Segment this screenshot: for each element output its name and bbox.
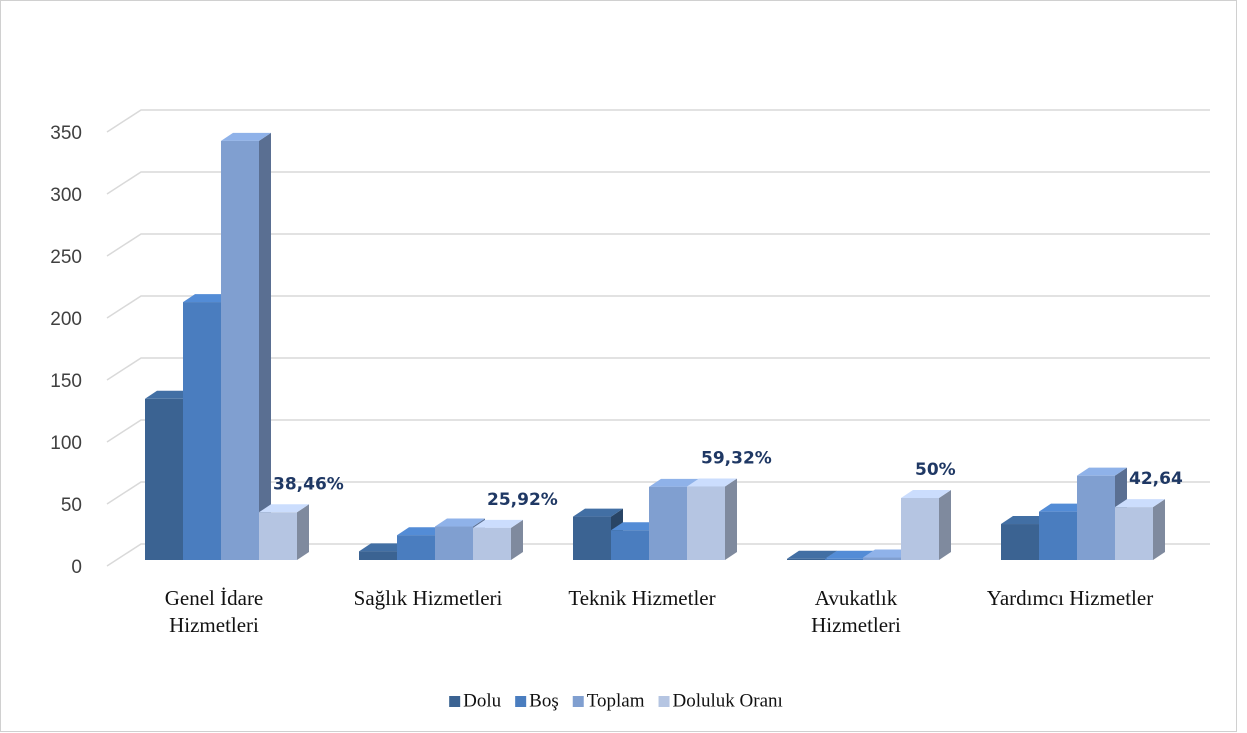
y-tick-label: 150 bbox=[50, 371, 82, 392]
bar-top bbox=[573, 508, 623, 517]
bar-3d bbox=[473, 519, 523, 560]
bar bbox=[435, 526, 473, 560]
bar-top bbox=[1039, 503, 1089, 512]
bar-top bbox=[863, 549, 913, 558]
bar-3d bbox=[259, 504, 309, 560]
bar-top bbox=[473, 519, 523, 528]
value-label: 50% bbox=[915, 460, 956, 480]
bar bbox=[687, 486, 725, 560]
bar bbox=[863, 557, 901, 560]
y-tick-label: 50 bbox=[61, 495, 82, 516]
bar-top bbox=[1077, 467, 1127, 476]
y-tick-label: 0 bbox=[71, 557, 82, 578]
value-label: 25,92% bbox=[487, 490, 558, 510]
bar-top bbox=[649, 478, 699, 487]
bar bbox=[649, 486, 687, 560]
bar-side bbox=[725, 478, 737, 560]
legend-swatch bbox=[449, 696, 461, 707]
bar-top bbox=[145, 390, 195, 399]
bar bbox=[145, 398, 183, 560]
legend-swatch bbox=[572, 696, 584, 707]
bar-top bbox=[1001, 516, 1051, 525]
bar bbox=[1077, 475, 1115, 560]
legend-label: Boş bbox=[529, 690, 559, 711]
y-tick-label: 250 bbox=[50, 247, 82, 268]
bar-top bbox=[687, 478, 737, 487]
bar bbox=[787, 558, 825, 560]
bar-side bbox=[259, 132, 271, 560]
bar bbox=[1001, 524, 1039, 560]
bar bbox=[901, 498, 939, 560]
y-tick-label: 350 bbox=[50, 123, 82, 144]
grid-line bbox=[106, 357, 1210, 381]
y-tick-label: 300 bbox=[50, 185, 82, 206]
bar-side bbox=[297, 504, 309, 560]
bar bbox=[359, 551, 397, 560]
grid-line bbox=[106, 109, 1210, 133]
grid-line bbox=[106, 295, 1210, 319]
value-label: 59,32% bbox=[701, 448, 772, 468]
grid-line bbox=[106, 233, 1210, 257]
x-tick-label: Sağlık Hizmetleri bbox=[353, 586, 503, 610]
bar-top bbox=[183, 294, 233, 303]
bar-top bbox=[435, 518, 485, 527]
bar bbox=[183, 302, 221, 560]
bar-3d bbox=[1115, 499, 1165, 560]
legend-swatch bbox=[658, 696, 670, 707]
bar-top bbox=[901, 490, 951, 498]
bar bbox=[611, 530, 649, 560]
bar-side bbox=[511, 519, 523, 560]
y-tick-label: 200 bbox=[50, 309, 82, 330]
bar-side bbox=[939, 490, 951, 560]
bar bbox=[825, 558, 863, 560]
grid-line bbox=[106, 171, 1210, 195]
bar bbox=[473, 527, 511, 560]
x-tick-label: Yardımcı Hizmetler bbox=[986, 586, 1154, 610]
bar bbox=[259, 512, 297, 560]
grid-line bbox=[106, 543, 1210, 567]
bar-3d bbox=[901, 490, 951, 560]
legend-label: Doluluk Oranı bbox=[673, 690, 783, 711]
x-tick-label: Avukatlık Hizmetleri bbox=[811, 586, 901, 637]
bar-top bbox=[611, 522, 661, 531]
bar-3d bbox=[573, 508, 623, 560]
legend-swatch bbox=[515, 696, 527, 707]
x-tick-label: Teknik Hizmetler bbox=[568, 586, 716, 610]
bar-top bbox=[221, 132, 271, 141]
bar-side bbox=[1153, 499, 1165, 560]
y-tick-label: 100 bbox=[50, 433, 82, 454]
bar-3d bbox=[221, 132, 271, 560]
bar-top bbox=[787, 550, 837, 559]
bar-top bbox=[397, 527, 447, 536]
legend-label: Dolu bbox=[463, 690, 502, 711]
bar bbox=[221, 140, 259, 560]
bar bbox=[1115, 507, 1153, 560]
bar bbox=[573, 516, 611, 560]
x-tick-label: Genel İdare Hizmetleri bbox=[164, 586, 264, 637]
bar bbox=[1039, 511, 1077, 560]
value-label: 38,46% bbox=[273, 474, 344, 494]
bar bbox=[397, 535, 435, 560]
value-label: 42,64 bbox=[1129, 469, 1183, 489]
bar-top bbox=[359, 543, 409, 552]
bar-top bbox=[825, 550, 875, 559]
legend-label: Toplam bbox=[587, 690, 645, 711]
grid-line bbox=[106, 481, 1210, 505]
bar-top bbox=[259, 504, 309, 513]
grid-line bbox=[106, 419, 1210, 443]
bar-top bbox=[1115, 499, 1165, 508]
bar-3d bbox=[687, 478, 737, 560]
